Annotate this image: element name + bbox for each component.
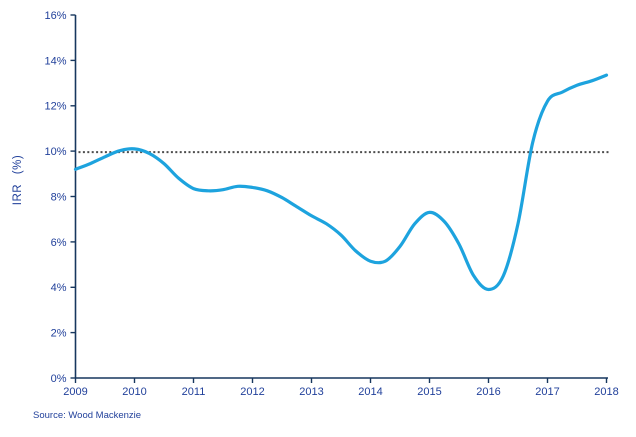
x-tick-label: 2016	[476, 386, 500, 398]
y-tick-label: 16%	[44, 10, 66, 22]
x-tick-label: 2013	[299, 386, 323, 398]
x-tick-label: 2012	[240, 386, 264, 398]
y-tick-label: 2%	[51, 327, 67, 339]
x-tick-label: 2014	[358, 386, 382, 398]
x-tick-label: 2010	[122, 386, 146, 398]
x-tick-label: 2009	[63, 386, 87, 398]
y-tick-label: 14%	[44, 55, 66, 67]
y-tick-label: 10%	[44, 146, 66, 158]
irr-series-line	[73, 73, 609, 292]
y-tick-label: 6%	[51, 237, 67, 249]
x-tick-label: 2011	[182, 386, 206, 398]
x-tick-label: 2018	[594, 386, 618, 398]
x-tick-label: 2015	[417, 386, 441, 398]
x-tick-label: 2017	[535, 386, 559, 398]
y-tick-label: 12%	[44, 101, 66, 113]
y-tick-label: 4%	[51, 282, 67, 294]
y-tick-label: 8%	[51, 191, 67, 203]
y-axis-title: IRR (%)	[12, 154, 24, 206]
source-note: Source: Wood Mackenzie	[33, 410, 142, 421]
y-tick-label: 0%	[51, 373, 67, 385]
